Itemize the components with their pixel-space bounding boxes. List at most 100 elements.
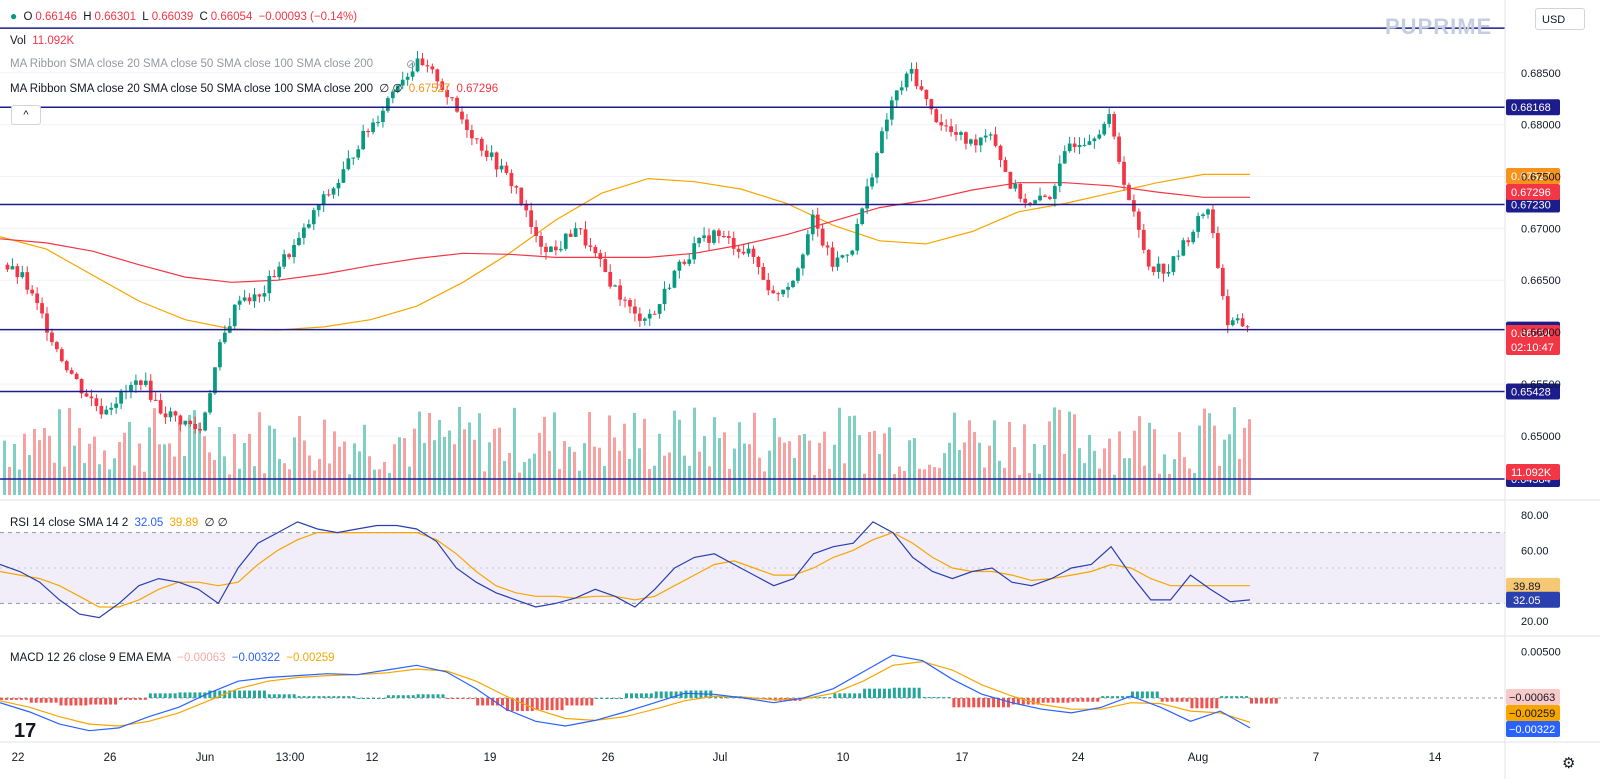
volume-bars xyxy=(3,406,1251,495)
ma-ribbon-legend[interactable]: MA Ribbon SMA close 20 SMA close 50 SMA … xyxy=(10,81,501,95)
macd-histogram-bar xyxy=(545,698,549,711)
collapse-legend-button[interactable]: ^ xyxy=(11,105,41,125)
candle-body xyxy=(934,109,939,123)
currency-select[interactable]: USD xyxy=(1535,8,1585,30)
candle-body xyxy=(588,245,593,247)
rsi-pane: 39.89 32.05 xyxy=(0,521,1560,619)
macd-histogram-bar xyxy=(1076,698,1080,702)
candle-body xyxy=(311,210,316,225)
macd-histogram-bar xyxy=(1021,698,1025,705)
candle-body xyxy=(771,290,776,294)
macd-histogram-bar xyxy=(1011,698,1015,705)
price-tick-label: 0.65000 xyxy=(1521,431,1561,443)
volume-bar xyxy=(1013,447,1016,495)
candle-body xyxy=(929,99,934,110)
volume-bar xyxy=(193,410,196,495)
candle-body xyxy=(855,224,860,251)
horizontal-levels[interactable]: 0.681680.672300.660240.654280.645840.675… xyxy=(0,27,1560,488)
candle-body xyxy=(25,272,30,290)
macd-histogram-bar xyxy=(357,698,361,699)
volume-bar xyxy=(473,439,476,495)
macd-histogram-bar xyxy=(89,698,93,705)
rsi-tick-label: 80.00 xyxy=(1521,510,1549,522)
macd-histogram-bar xyxy=(228,690,232,698)
macd-histogram-bar xyxy=(1240,696,1244,698)
macd-histogram-bar xyxy=(1041,698,1045,703)
volume-bar xyxy=(1218,465,1221,495)
volume-bar xyxy=(533,453,536,495)
macd-histogram-bar xyxy=(307,696,311,698)
candle-body xyxy=(781,289,785,295)
candle-body xyxy=(489,152,494,157)
time-tick-label: Jul xyxy=(713,752,728,764)
volume-bar xyxy=(468,422,471,495)
volume-bar xyxy=(788,441,791,495)
candle-body xyxy=(682,261,687,264)
macd-histogram-bar xyxy=(853,693,857,698)
macd-histogram-bar xyxy=(386,695,390,698)
price-tick-label: 0.68000 xyxy=(1521,120,1561,132)
rsi-title: RSI 14 close SMA 14 2 xyxy=(10,517,129,529)
macd-histogram-bar xyxy=(69,698,73,706)
macd-histogram-bar xyxy=(838,693,842,698)
volume-bar xyxy=(763,471,766,495)
macd-histogram-bar xyxy=(1096,698,1100,702)
macd-histogram-bar xyxy=(1051,698,1055,703)
macd-histogram-bar xyxy=(1121,696,1125,698)
macd-histogram-bar xyxy=(987,698,991,708)
macd-histogram-bar xyxy=(302,696,306,698)
volume-bar xyxy=(1103,448,1106,495)
macd-histogram-bar xyxy=(178,692,182,698)
macd-histogram-bar xyxy=(441,694,445,698)
candle-body xyxy=(998,145,1003,161)
countdown-label: 02:10:47 xyxy=(1511,342,1554,354)
macd-histogram-bar xyxy=(629,693,633,698)
candle-body xyxy=(894,90,899,101)
volume-legend[interactable]: Vol 11.092K xyxy=(10,35,77,47)
eye-off-icon[interactable]: ⊘ xyxy=(406,57,417,71)
level-label-bg xyxy=(1506,383,1560,400)
volume-bar xyxy=(828,468,831,495)
volume-bar xyxy=(1243,427,1246,495)
volume-bar xyxy=(503,460,506,495)
macd-histogram-bar xyxy=(1230,696,1234,698)
macd-histogram-bar xyxy=(104,698,108,705)
candle-body xyxy=(302,227,306,238)
candle-body xyxy=(558,248,563,251)
macd-histogram-bar xyxy=(967,698,971,708)
candle-body xyxy=(346,158,351,170)
ma-ribbon-value-2: 0.67296 xyxy=(456,83,499,95)
candle-body xyxy=(904,73,909,88)
macd-histogram-bar xyxy=(471,698,475,699)
level-label: 0.67230 xyxy=(1511,200,1551,212)
candle-body xyxy=(356,149,361,158)
candle-body xyxy=(830,247,835,267)
macd-histogram-bar xyxy=(183,692,187,698)
macd-legend[interactable]: MACD 12 26 close 9 EMA EMA −0.00063 −0.0… xyxy=(10,652,338,664)
rsi-legend[interactable]: RSI 14 close SMA 14 2 32.05 39.89 ∅ ∅ xyxy=(10,515,231,529)
volume-bar xyxy=(168,443,171,495)
candle-body xyxy=(1038,195,1042,201)
candle-body xyxy=(455,97,459,112)
volume-bar xyxy=(408,466,411,495)
time-tick-label: 10 xyxy=(837,752,850,764)
volume-bar xyxy=(918,468,921,495)
volume-bar xyxy=(888,427,891,495)
macd-histogram-bar xyxy=(605,698,609,699)
macd-value-label: −0.00063 xyxy=(1509,692,1555,704)
ma-ribbon-legend-hidden[interactable]: MA Ribbon SMA close 20 SMA close 50 SMA … xyxy=(10,58,376,70)
gear-icon[interactable]: ⚙ xyxy=(1562,755,1576,772)
macd-histogram-bar xyxy=(347,696,351,698)
candle-body xyxy=(79,379,84,394)
candle-body xyxy=(1235,318,1240,321)
macd-histogram-bar xyxy=(406,695,410,698)
volume-bar xyxy=(93,436,96,495)
macd-histogram-bar xyxy=(1086,698,1090,702)
volume-bar xyxy=(188,414,191,495)
volume-bar xyxy=(858,435,861,495)
open-label: O xyxy=(23,11,33,23)
candle-body xyxy=(1166,271,1171,274)
macd-value-label: −0.00259 xyxy=(1509,708,1555,720)
candle-body xyxy=(1013,184,1018,189)
